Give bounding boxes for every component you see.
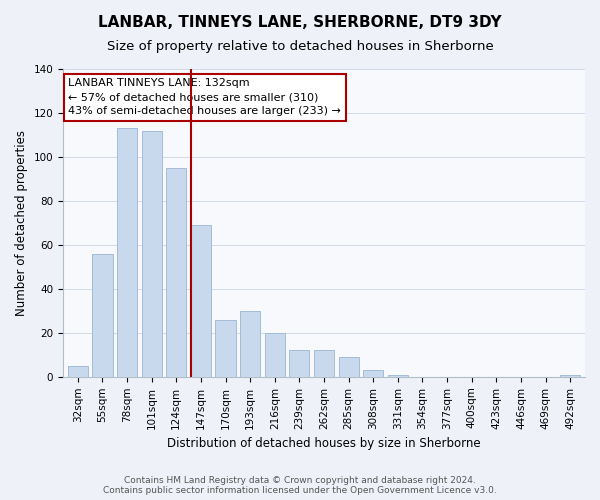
Bar <box>68 366 88 377</box>
Bar <box>240 311 260 377</box>
Bar <box>265 333 285 377</box>
Bar <box>363 370 383 377</box>
X-axis label: Distribution of detached houses by size in Sherborne: Distribution of detached houses by size … <box>167 437 481 450</box>
Bar <box>289 350 310 377</box>
Text: Size of property relative to detached houses in Sherborne: Size of property relative to detached ho… <box>107 40 493 53</box>
Bar <box>191 225 211 377</box>
Bar <box>560 374 580 377</box>
Bar <box>142 130 162 377</box>
Bar <box>215 320 236 377</box>
Y-axis label: Number of detached properties: Number of detached properties <box>15 130 28 316</box>
Bar <box>338 357 359 377</box>
Bar <box>388 374 408 377</box>
Bar <box>166 168 187 377</box>
Bar <box>92 254 113 377</box>
Text: LANBAR, TINNEYS LANE, SHERBORNE, DT9 3DY: LANBAR, TINNEYS LANE, SHERBORNE, DT9 3DY <box>98 15 502 30</box>
Text: LANBAR TINNEYS LANE: 132sqm
← 57% of detached houses are smaller (310)
43% of se: LANBAR TINNEYS LANE: 132sqm ← 57% of det… <box>68 78 341 116</box>
Text: Contains HM Land Registry data © Crown copyright and database right 2024.
Contai: Contains HM Land Registry data © Crown c… <box>103 476 497 495</box>
Bar <box>314 350 334 377</box>
Bar <box>117 128 137 377</box>
